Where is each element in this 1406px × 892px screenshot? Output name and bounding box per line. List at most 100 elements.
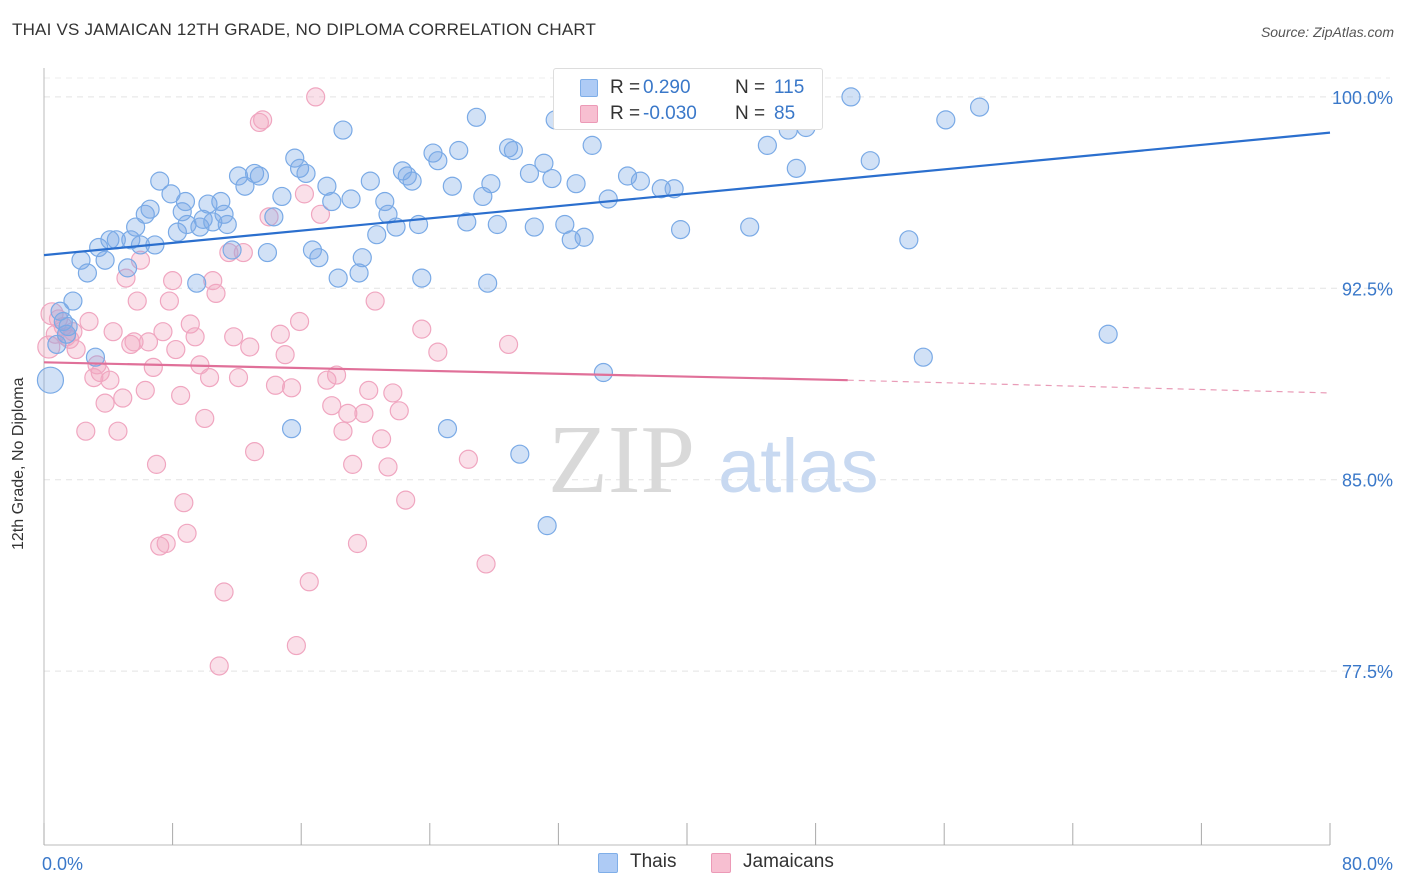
thais-label: Thais	[630, 851, 677, 872]
jamaicans-point	[103, 322, 123, 342]
thais-point	[228, 166, 249, 186]
jamaicans-point	[166, 339, 186, 360]
tick-labels: 77.5% 85.0% 92.5% 100.0% 0.0% 80.0%	[42, 88, 1393, 874]
thais-point	[630, 171, 650, 191]
r-label: R =	[610, 103, 641, 124]
chart-title: THAI VS JAMAICAN 12TH GRADE, NO DIPLOMA …	[12, 20, 597, 39]
jamaicans-point	[206, 283, 226, 304]
jamaicans-point	[146, 454, 167, 474]
thais-point	[503, 140, 523, 161]
thais-point	[566, 174, 586, 194]
jamaicans-point	[203, 271, 223, 291]
thais-point	[333, 120, 353, 140]
jamaicans-point	[412, 319, 432, 339]
thais-point	[47, 334, 67, 355]
y-tick-label: 100.0%	[1332, 88, 1393, 108]
jamaicans-point	[138, 332, 159, 352]
thais-point	[449, 140, 469, 161]
jamaicans-point	[233, 242, 253, 263]
thais-point	[58, 316, 78, 337]
jamaicans-point	[270, 324, 290, 344]
thais-point	[437, 419, 458, 439]
jamaicans-point	[209, 656, 229, 676]
thais-point	[235, 176, 255, 196]
thais-point	[740, 217, 760, 237]
jamaicans-point	[163, 271, 183, 291]
jamaicans-point	[343, 454, 363, 474]
jamaicans-point	[180, 314, 200, 334]
thais-point	[582, 135, 602, 155]
jamaicans-point	[174, 493, 194, 513]
thais-point	[222, 240, 242, 260]
thais-point	[481, 174, 501, 194]
jamaicans-point	[100, 370, 120, 390]
jamaicans-trend-line	[43, 361, 848, 382]
jamaicans-point	[299, 572, 319, 592]
watermark: ZIP atlas	[548, 406, 879, 514]
thais-point	[203, 212, 223, 232]
thais-point	[95, 250, 115, 270]
jamaicans-point	[326, 365, 347, 385]
thais-point	[150, 171, 170, 191]
jamaicans-point	[306, 87, 326, 107]
thais-point	[457, 212, 477, 232]
jamaicans-point	[259, 207, 279, 227]
jamaicans-point	[458, 449, 478, 469]
jamaicans-point	[294, 184, 315, 204]
jamaicans-point	[265, 375, 286, 395]
jamaicans-point	[228, 368, 249, 388]
stats-legend: R = 0.290 N = 115 R = -0.030 N = 85	[553, 68, 823, 130]
thais-point	[217, 214, 237, 235]
thais-point	[519, 163, 540, 184]
jamaicans-point	[127, 291, 147, 311]
jamaicans-point	[275, 345, 295, 365]
thais-point	[285, 148, 305, 168]
jamaicans-point	[371, 429, 392, 449]
jamaicans-point	[359, 380, 379, 400]
jamaicans-point	[396, 490, 416, 510]
thais-point	[537, 516, 557, 536]
jamaicans-point	[95, 393, 115, 413]
jamaicans-point	[240, 337, 260, 357]
thais-point	[786, 158, 806, 178]
jamaicans-point	[378, 457, 398, 477]
thais-point	[63, 291, 83, 311]
jamaicans-point	[113, 388, 133, 408]
thais-point	[167, 222, 188, 242]
thais-point	[56, 324, 77, 344]
y-tick-label: 92.5%	[1342, 279, 1393, 299]
thais-point	[126, 217, 146, 237]
thais-point	[352, 248, 372, 268]
thais-point	[487, 214, 507, 235]
thais-point	[913, 347, 933, 367]
thais-point	[272, 186, 292, 207]
jamaicans-point	[347, 533, 368, 554]
jamaicans-point	[389, 401, 409, 421]
jamaicans-point	[224, 327, 244, 347]
thais-point	[140, 199, 160, 219]
jamaicans-point	[498, 334, 519, 355]
legend-row-thais: R = 0.290 N = 115	[554, 74, 822, 102]
n-label: N =	[735, 103, 766, 124]
thais-point	[412, 268, 432, 288]
thais-swatch	[598, 853, 618, 873]
thais-point	[249, 166, 270, 186]
jamaicans-point	[428, 342, 448, 362]
thais-point	[117, 258, 138, 278]
source-label: Source: ZipAtlas.com	[1260, 24, 1394, 40]
jamaicans-point	[476, 554, 496, 574]
jamaicans-point	[66, 339, 86, 360]
thais-point	[664, 179, 684, 199]
jamaicans-point	[365, 291, 385, 311]
thais-point	[478, 273, 498, 293]
jamaicans-point	[354, 403, 374, 423]
jamaicans-point	[79, 311, 99, 332]
jamaicans-point	[199, 368, 220, 388]
thais-point	[309, 248, 329, 268]
jamaicans-point	[108, 421, 128, 441]
thais-point	[402, 171, 422, 191]
thais-point	[1098, 324, 1118, 344]
thais-point	[175, 191, 196, 212]
thais-point	[428, 151, 448, 171]
watermark-zip: ZIP	[548, 406, 695, 514]
